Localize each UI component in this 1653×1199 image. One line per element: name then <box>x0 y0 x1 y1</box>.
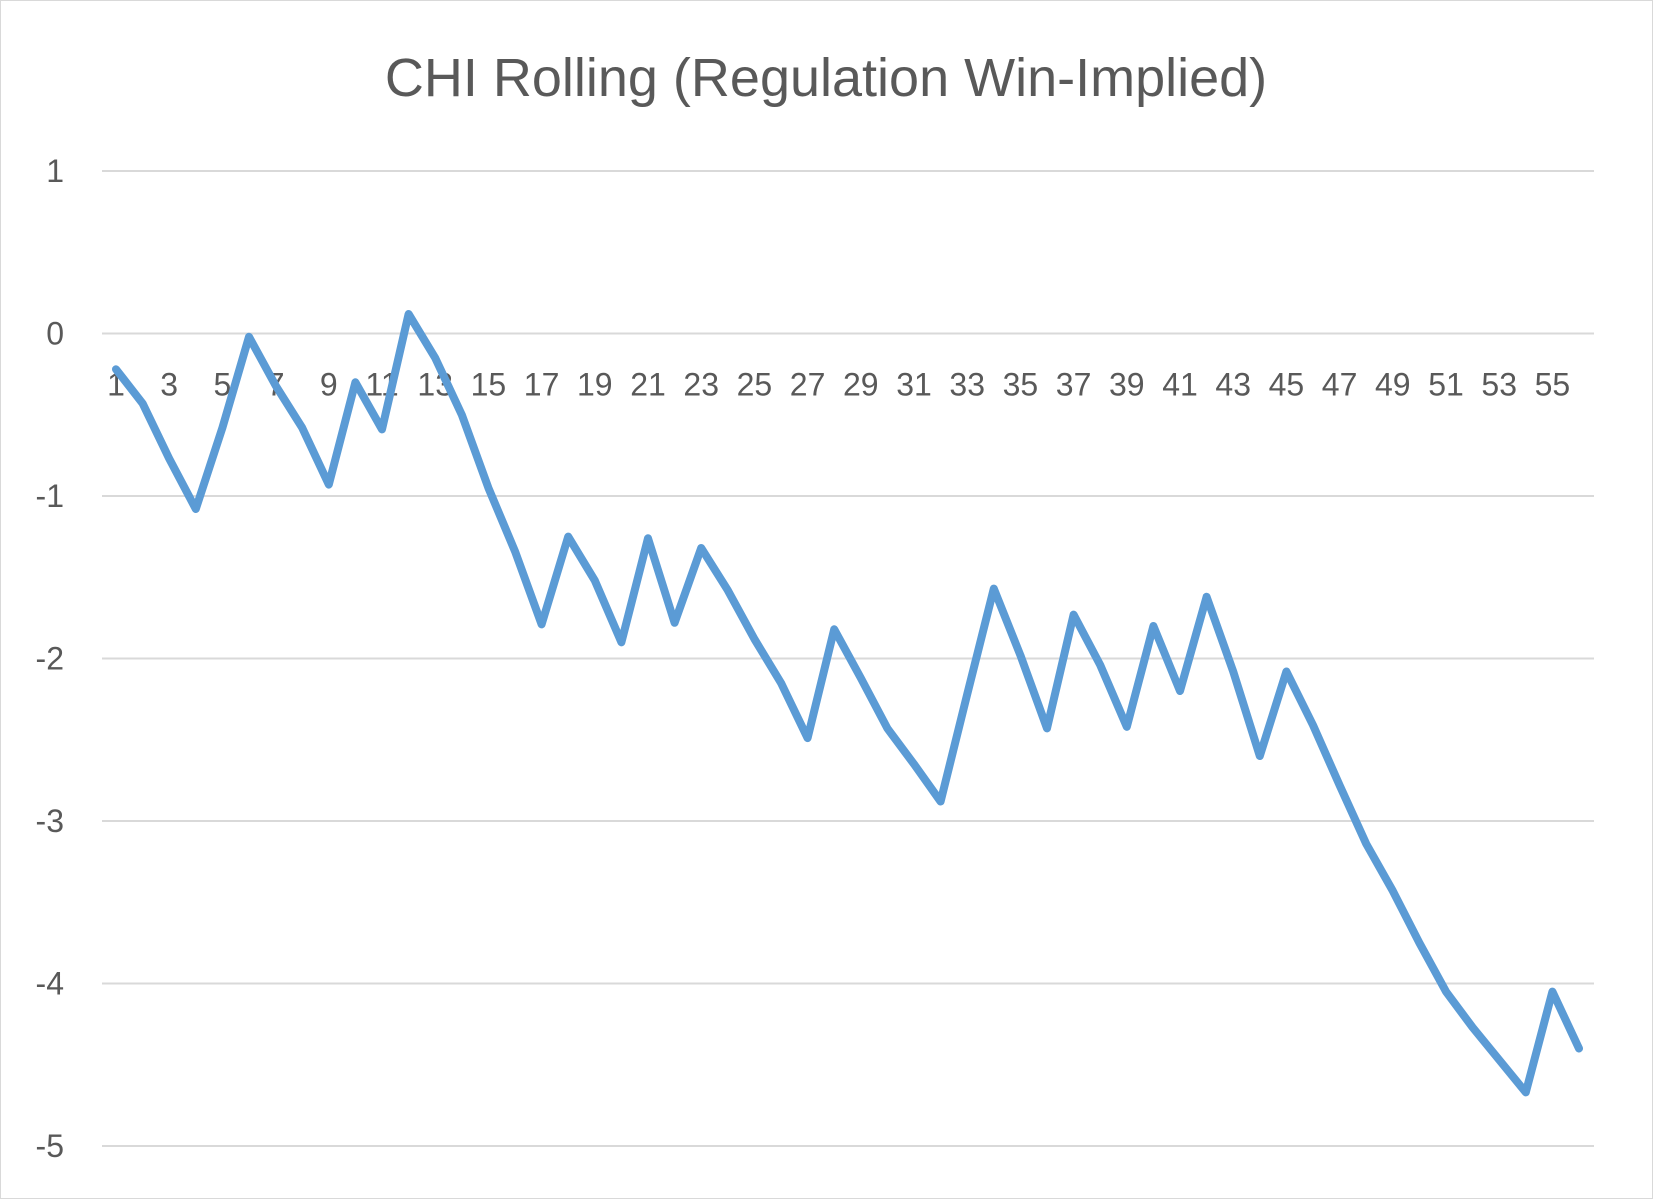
x-tick-label: 19 <box>577 367 613 403</box>
x-tick-label: 39 <box>1109 367 1145 403</box>
series-layer <box>112 310 1583 1097</box>
x-tick-label: 51 <box>1428 367 1464 403</box>
x-tick-label: 25 <box>737 367 773 403</box>
x-tick-label: 47 <box>1322 367 1358 403</box>
x-tick-label: 45 <box>1269 367 1305 403</box>
x-tick-label: 31 <box>896 367 932 403</box>
x-tick-label: 23 <box>683 367 719 403</box>
x-tick-label: 53 <box>1481 367 1517 403</box>
x-tick-label: 9 <box>320 367 338 403</box>
x-tick-label: 27 <box>790 367 826 403</box>
x-tick-label: 37 <box>1056 367 1092 403</box>
y-axis-tick-labels: 1 0 -1 -2 -3 -4 -5 <box>36 153 64 1164</box>
y-tick-label: 1 <box>46 153 64 189</box>
y-tick-label: -2 <box>36 641 64 677</box>
x-tick-label: 3 <box>160 367 178 403</box>
x-tick-label: 21 <box>630 367 666 403</box>
x-tick-label: 17 <box>524 367 560 403</box>
x-tick-label: 15 <box>471 367 507 403</box>
y-tick-label: -5 <box>36 1128 64 1164</box>
chart-title: CHI Rolling (Regulation Win-Implied) <box>385 48 1267 108</box>
x-axis-tick-labels: 1 3 5 7 9 11 13 15 17 19 21 23 25 27 29 31 33 35 37 39 41 43 4… <box>107 367 1570 403</box>
x-tick-label: 55 <box>1535 367 1571 403</box>
series-line-0 <box>112 310 1583 1097</box>
y-tick-label: -3 <box>36 803 64 839</box>
gridlines <box>102 170 1594 1147</box>
y-tick-label: -4 <box>36 966 64 1002</box>
x-tick-label: 5 <box>214 367 232 403</box>
x-tick-label: 43 <box>1215 367 1251 403</box>
x-tick-label: 49 <box>1375 367 1411 403</box>
x-tick-label: 33 <box>949 367 985 403</box>
y-tick-label: -1 <box>36 478 64 514</box>
x-tick-label: 29 <box>843 367 879 403</box>
y-tick-label: 0 <box>46 316 64 352</box>
x-tick-label: 41 <box>1162 367 1198 403</box>
x-tick-label: 35 <box>1003 367 1039 403</box>
